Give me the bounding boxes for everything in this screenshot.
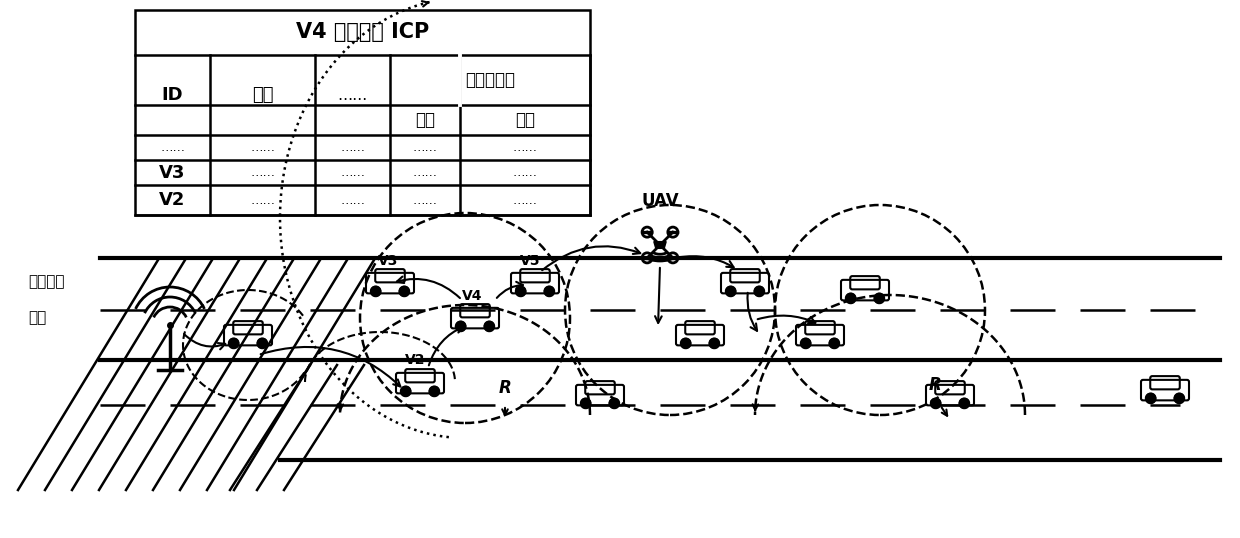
Text: 自由流速度: 自由流速度 (465, 71, 515, 89)
Text: ……: …… (413, 166, 438, 179)
Circle shape (1146, 393, 1156, 403)
Circle shape (846, 294, 856, 303)
Text: ……: …… (340, 141, 365, 154)
Circle shape (258, 338, 267, 348)
Text: ……: …… (250, 194, 275, 207)
Circle shape (725, 287, 735, 296)
Circle shape (401, 386, 410, 396)
Text: 路口服务: 路口服务 (29, 274, 64, 289)
Text: V2: V2 (404, 353, 425, 367)
Text: ……: …… (413, 141, 438, 154)
Text: ……: …… (340, 194, 365, 207)
FancyArrowPatch shape (397, 277, 460, 298)
Circle shape (456, 322, 465, 331)
Circle shape (229, 338, 238, 348)
Circle shape (801, 338, 811, 348)
Circle shape (681, 338, 691, 348)
Text: ID: ID (161, 86, 184, 104)
Text: V3: V3 (378, 254, 398, 268)
Circle shape (516, 287, 526, 296)
Text: R: R (498, 379, 511, 397)
Text: ……: …… (512, 194, 537, 207)
Circle shape (609, 399, 619, 408)
Circle shape (544, 287, 554, 296)
Polygon shape (653, 242, 666, 249)
Text: ……: …… (250, 166, 275, 179)
Circle shape (874, 294, 884, 303)
Text: 均值: 均值 (415, 111, 435, 129)
Text: ……: …… (512, 166, 537, 179)
Text: V4: V4 (461, 289, 482, 303)
Text: V5: V5 (520, 254, 541, 268)
Text: R: R (929, 376, 941, 394)
FancyArrowPatch shape (542, 246, 640, 270)
FancyArrowPatch shape (678, 256, 734, 267)
Circle shape (399, 287, 409, 296)
Text: ……: …… (160, 141, 185, 154)
Circle shape (931, 399, 941, 408)
Circle shape (485, 322, 494, 331)
FancyArrowPatch shape (260, 347, 401, 386)
Circle shape (830, 338, 839, 348)
FancyArrowPatch shape (758, 316, 816, 323)
Text: 方差: 方差 (515, 111, 534, 129)
Text: 位置: 位置 (252, 86, 273, 104)
Text: ……: …… (250, 141, 275, 154)
Circle shape (371, 287, 381, 296)
Text: ……: …… (512, 141, 537, 154)
Text: V3: V3 (159, 164, 186, 181)
Text: 节点: 节点 (29, 310, 46, 325)
Circle shape (960, 399, 970, 408)
Bar (135, 10, 590, 215)
FancyArrowPatch shape (429, 327, 464, 365)
Text: V4 车辆更新 ICP: V4 车辆更新 ICP (296, 23, 429, 43)
Text: UAV: UAV (641, 192, 678, 210)
Text: ……: …… (413, 194, 438, 207)
Circle shape (1174, 393, 1184, 403)
FancyArrowPatch shape (655, 268, 662, 323)
Circle shape (429, 386, 439, 396)
Circle shape (754, 287, 764, 296)
Text: ……: …… (340, 166, 365, 179)
Text: V2: V2 (159, 191, 186, 209)
FancyArrowPatch shape (497, 282, 523, 298)
FancyArrowPatch shape (748, 293, 758, 331)
FancyArrowPatch shape (184, 334, 226, 349)
Text: ……: …… (337, 88, 367, 103)
Circle shape (709, 338, 719, 348)
Circle shape (580, 399, 590, 408)
